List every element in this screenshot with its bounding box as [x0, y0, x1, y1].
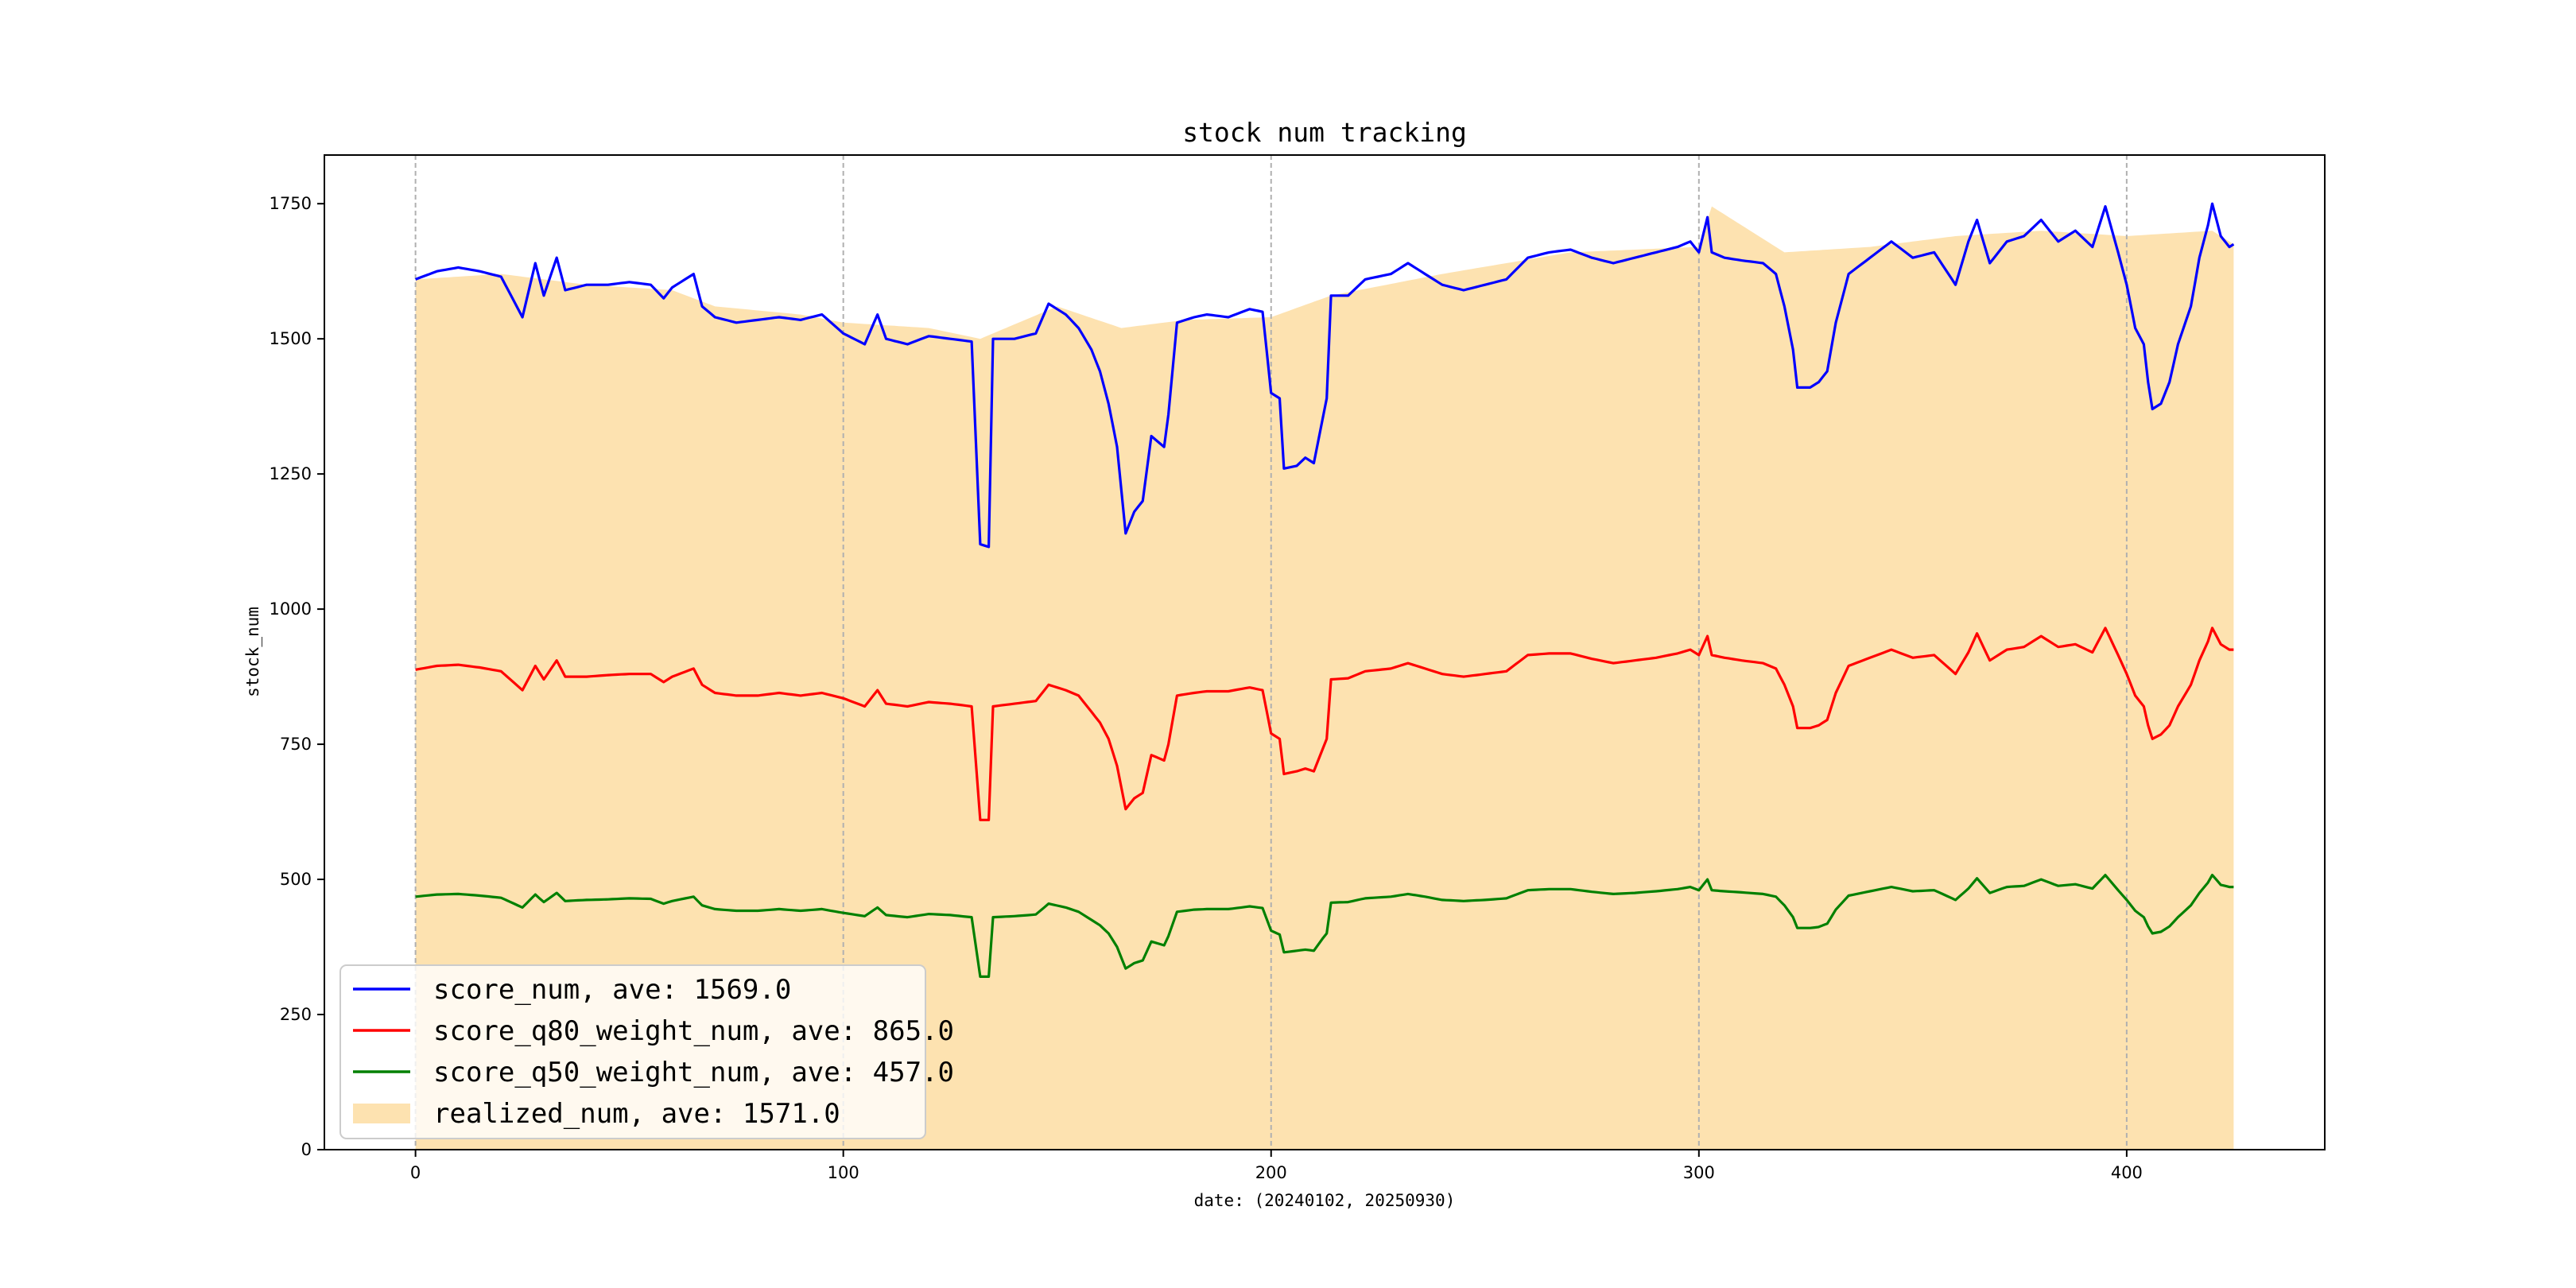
x-axis-label: date: (20240102, 20250930)	[1194, 1191, 1456, 1210]
legend-label: score_q80_weight_num, ave: 865.0	[433, 1015, 954, 1047]
legend: score_num, ave: 1569.0 score_q80_weight_n…	[339, 964, 954, 1139]
y-tick-label: 250	[280, 1005, 312, 1024]
legend-label: score_q50_weight_num, ave: 457.0	[433, 1057, 954, 1088]
series-line	[415, 874, 2234, 978]
y-axis-label: stock_num	[243, 607, 262, 697]
y-tick-label: 750	[280, 735, 312, 754]
legend-label: realized_num, ave: 1571.0	[433, 1098, 840, 1130]
y-tick-label: 1750	[270, 194, 312, 213]
y-tick-label: 1000	[270, 599, 312, 619]
x-axis: 0 100 200 300 400	[410, 1150, 2143, 1182]
legend-swatch	[353, 1104, 410, 1123]
legend-label: score_num, ave: 1569.0	[433, 974, 791, 1006]
plot-frame	[324, 154, 2326, 1150]
chart-title: stock num tracking	[1182, 117, 1467, 148]
x-tick-label: 0	[410, 1163, 421, 1182]
x-tick-label: 300	[1683, 1163, 1715, 1182]
lines-layer	[415, 202, 2235, 978]
y-tick-label: 1250	[270, 464, 312, 483]
y-tick-label: 1500	[270, 329, 312, 348]
x-tick-label: 100	[828, 1163, 859, 1182]
x-tick-label: 400	[2111, 1163, 2143, 1182]
series-line	[415, 202, 2235, 549]
y-tick-label: 500	[280, 870, 312, 889]
y-axis: 0 250 500 750 1000 1250 1500 1750	[270, 194, 324, 1159]
legend-box	[339, 964, 926, 1139]
x-tick-label: 200	[1255, 1163, 1287, 1182]
series-line	[415, 627, 2234, 821]
y-tick-label: 0	[301, 1140, 312, 1159]
